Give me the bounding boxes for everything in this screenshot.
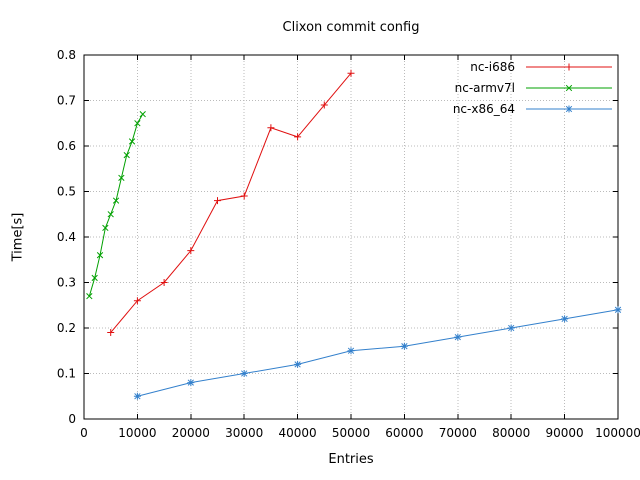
x-tick-label: 50000 [332, 426, 370, 440]
asterisk-marker-icon [133, 392, 141, 400]
plus-marker-icon [240, 192, 248, 200]
asterisk-marker-icon [454, 333, 462, 341]
series-line [110, 72, 352, 333]
plus-marker-icon [133, 297, 141, 305]
series-nc-x86_64 [133, 306, 622, 400]
plus-marker-icon [267, 124, 275, 132]
asterisk-marker-icon [240, 370, 248, 377]
y-tick-label: 0.3 [57, 276, 76, 290]
x-tick-label: 80000 [492, 426, 530, 440]
chart-title: Clixon commit config [282, 20, 420, 35]
tick-marks [83, 54, 619, 420]
legend-label: nc-x86_64 [453, 102, 515, 116]
x-tick-label: 100000 [595, 426, 640, 440]
cross-marker-icon [86, 292, 93, 300]
series-nc-armv7l [86, 110, 146, 300]
asterisk-marker-icon [347, 347, 355, 355]
y-tick-label: 0 [68, 412, 76, 426]
plus-marker-icon [107, 329, 115, 337]
cross-marker-icon [107, 211, 114, 218]
plus-marker-icon [294, 133, 302, 141]
cross-marker-icon [112, 197, 120, 204]
asterisk-marker-icon [614, 306, 622, 314]
x-tick-label: 60000 [385, 426, 423, 440]
cross-marker-icon [91, 274, 98, 282]
cross-marker-icon [128, 138, 136, 145]
cross-marker-icon [102, 224, 109, 232]
x-axis-label: Entries [328, 452, 374, 467]
cross-marker-icon [96, 252, 104, 259]
plus-marker-icon [160, 279, 168, 286]
plus-marker-icon [347, 69, 355, 77]
y-tick-label: 0.6 [57, 139, 76, 153]
x-tick-label: 30000 [225, 426, 263, 440]
asterisk-marker-icon [561, 315, 569, 323]
series-line [88, 113, 144, 297]
y-tick-label: 0.1 [57, 367, 76, 381]
x-tick-label: 40000 [279, 426, 317, 440]
asterisk-marker-icon [294, 360, 302, 368]
legend-label: nc-armv7l [455, 81, 515, 95]
plus-marker-icon [187, 247, 195, 255]
y-tick-label: 0.5 [57, 185, 76, 199]
gridlines [84, 55, 618, 419]
plus-marker-icon [565, 63, 573, 71]
cross-marker-icon [139, 110, 146, 118]
asterisk-marker-icon [187, 379, 195, 387]
cross-marker-icon [123, 151, 130, 159]
asterisk-marker-icon [507, 324, 515, 332]
y-tick-label: 0.4 [57, 230, 76, 244]
legend-label: nc-i686 [470, 60, 515, 74]
x-tick-label: 20000 [172, 426, 210, 440]
x-tick-label: 0 [80, 426, 88, 440]
tick-labels: 0 10000 20000 30000 40000 50000 60000 70000 8000… [57, 48, 640, 440]
cross-marker-icon [118, 174, 125, 182]
y-tick-label: 0.8 [57, 48, 76, 62]
cross-marker-icon [134, 120, 141, 127]
x-tick-label: 10000 [118, 426, 156, 440]
y-tick-label: 0.2 [57, 321, 76, 335]
x-tick-label: 70000 [439, 426, 477, 440]
series-nc-i686 [107, 69, 355, 337]
asterisk-marker-icon [565, 105, 573, 113]
plus-marker-icon [214, 197, 221, 205]
asterisk-marker-icon [400, 342, 408, 350]
legend: nc-i686 nc-armv7l nc-x86_64 [453, 60, 612, 116]
y-tick-label: 0.7 [57, 94, 76, 108]
plus-marker-icon [320, 101, 328, 109]
x-tick-label: 90000 [546, 426, 584, 440]
series-line [137, 309, 619, 397]
cross-marker-icon [565, 84, 573, 92]
